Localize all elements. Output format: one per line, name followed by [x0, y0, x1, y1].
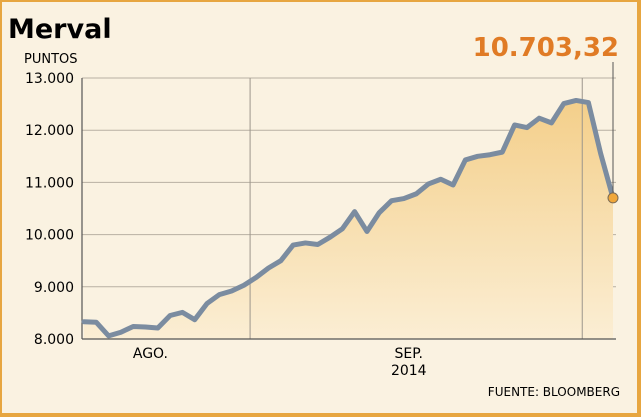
chart-title: Merval: [8, 14, 112, 45]
y-tick-label: 11.000: [25, 175, 74, 191]
x-tick-label: 2014: [391, 363, 427, 379]
y-tick-label: 9.000: [34, 280, 74, 296]
y-tick-label: 13.000: [25, 71, 74, 87]
area-layer: [84, 100, 613, 339]
source-label: FUENTE: BLOOMBERG: [488, 385, 620, 399]
y-tick-label: 12.000: [25, 123, 74, 139]
x-tick-label: AGO.: [133, 346, 168, 362]
x-tick-label: SEP.: [395, 346, 423, 362]
y-tick-label: 10.000: [25, 228, 74, 244]
last-point-marker: [607, 192, 619, 204]
area-fill: [84, 100, 613, 339]
line-layer: [81, 62, 619, 339]
unit-label: PUNTOS: [24, 52, 78, 67]
tick-labels: 8.000 9.000 10.000 11.000 12.000 13.000 AGO. SE…: [25, 71, 427, 379]
axes: [81, 78, 616, 340]
y-tick-label: 8.000: [34, 332, 74, 348]
last-value-label: 10.703,32: [473, 33, 619, 63]
series-line: [81, 97, 616, 339]
